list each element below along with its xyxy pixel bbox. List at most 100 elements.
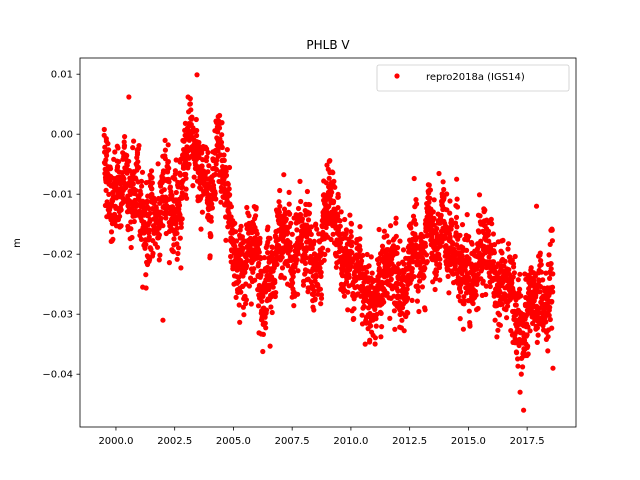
data-point	[357, 224, 363, 230]
data-point	[190, 125, 196, 131]
data-point	[181, 165, 187, 171]
data-point	[288, 220, 294, 226]
data-point	[253, 204, 259, 211]
data-point	[191, 174, 197, 180]
data-point	[422, 307, 428, 313]
data-point	[226, 186, 232, 192]
data-point	[411, 175, 417, 182]
data-point	[317, 265, 323, 271]
data-point	[360, 252, 366, 258]
data-point	[461, 294, 467, 300]
data-point	[381, 228, 387, 234]
data-point	[368, 323, 374, 329]
data-point	[454, 204, 461, 210]
data-point	[254, 231, 260, 237]
data-point	[122, 134, 128, 140]
data-point	[550, 365, 556, 371]
data-point	[135, 159, 141, 165]
data-point	[444, 191, 450, 197]
data-point	[543, 270, 549, 276]
data-point	[233, 238, 240, 244]
data-point	[194, 127, 200, 134]
data-point	[272, 293, 278, 300]
data-point	[124, 162, 130, 168]
data-point	[550, 289, 556, 295]
data-point	[490, 231, 496, 237]
data-point	[143, 242, 149, 248]
data-point	[394, 250, 400, 256]
data-point	[236, 302, 242, 308]
data-point	[112, 149, 118, 155]
data-point	[236, 278, 242, 285]
data-point	[429, 232, 435, 238]
data-point	[386, 239, 392, 245]
data-point	[481, 243, 487, 249]
data-point	[321, 257, 327, 263]
data-point	[156, 232, 162, 238]
data-point	[525, 324, 531, 330]
data-point	[208, 214, 214, 220]
data-point	[548, 266, 554, 272]
data-point	[434, 226, 440, 232]
data-point	[545, 348, 551, 354]
data-point	[457, 232, 463, 238]
data-point	[162, 147, 168, 153]
data-point	[189, 114, 195, 120]
data-point	[241, 238, 247, 245]
data-point	[513, 312, 519, 318]
data-point	[364, 251, 370, 258]
data-point	[270, 284, 276, 290]
legend: repro2018a (IGS14)	[376, 64, 570, 92]
data-point	[511, 270, 517, 276]
data-point	[454, 176, 460, 182]
data-point	[447, 198, 453, 204]
data-point	[244, 204, 250, 211]
data-point	[549, 238, 556, 244]
data-point	[361, 304, 367, 310]
data-point	[149, 174, 155, 181]
data-point	[256, 260, 262, 266]
data-point	[517, 286, 523, 292]
data-point	[223, 172, 230, 178]
data-point	[527, 328, 533, 334]
data-point	[318, 301, 324, 307]
data-point	[116, 159, 122, 165]
data-point	[244, 257, 250, 264]
data-point	[351, 306, 357, 312]
data-point	[124, 152, 130, 159]
data-point	[136, 164, 142, 171]
data-point	[422, 243, 429, 249]
x-tick-label: 2010.0	[333, 436, 368, 447]
data-point	[223, 237, 229, 243]
data-point	[128, 209, 135, 215]
data-point	[281, 172, 287, 178]
data-point	[167, 184, 173, 190]
data-point	[290, 280, 296, 286]
data-point	[311, 288, 317, 294]
data-point	[305, 217, 312, 223]
data-point	[277, 187, 283, 194]
data-point	[155, 161, 161, 167]
data-point	[410, 259, 416, 265]
data-point	[331, 198, 337, 204]
data-point	[218, 139, 225, 145]
data-point	[187, 101, 193, 107]
data-point	[227, 192, 233, 198]
data-point	[108, 229, 115, 235]
data-point	[184, 195, 190, 201]
data-point	[318, 269, 324, 275]
data-point	[186, 161, 192, 167]
data-point	[146, 227, 152, 233]
data-point	[302, 260, 308, 266]
data-point	[348, 221, 355, 227]
data-point	[491, 242, 498, 248]
data-point	[324, 162, 330, 168]
data-point	[515, 277, 521, 283]
data-point	[475, 271, 481, 277]
data-point	[445, 273, 451, 279]
data-point	[335, 194, 341, 200]
data-point	[262, 314, 268, 320]
data-point	[268, 304, 274, 310]
data-point	[379, 324, 385, 330]
data-point	[497, 322, 503, 328]
